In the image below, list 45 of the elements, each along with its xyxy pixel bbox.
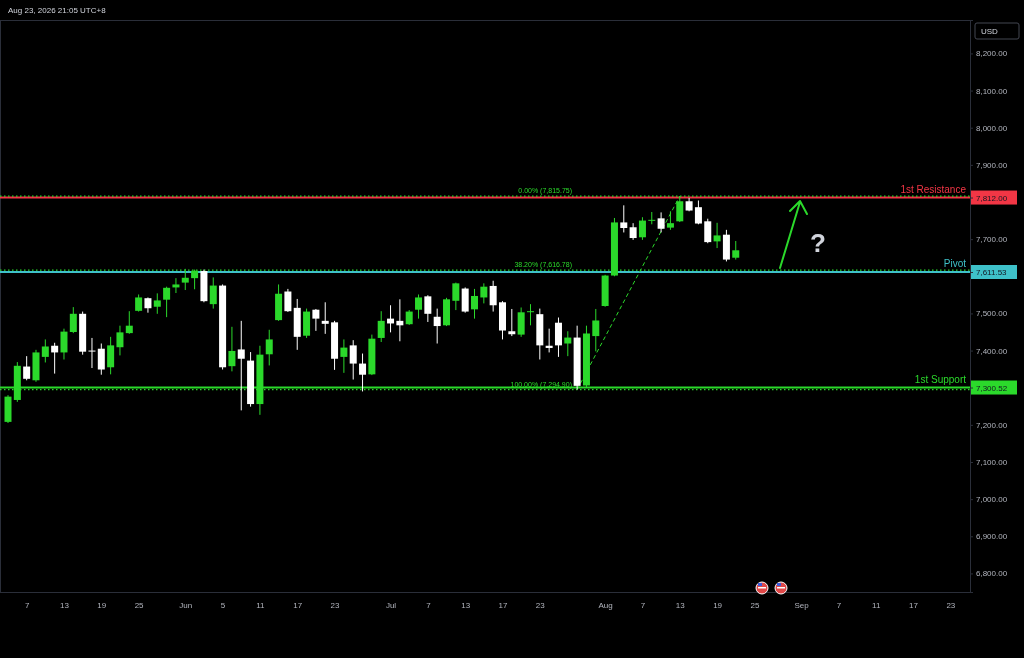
x-tick-label: Sep	[794, 600, 810, 610]
y-tick-label: 7,300.52	[976, 383, 1008, 393]
x-tick-label: 11	[256, 600, 266, 610]
y-tick-label: 7,400.00	[976, 346, 1008, 356]
y-tick-label: 6,900.00	[976, 532, 1008, 542]
x-tick-label: 13	[675, 600, 686, 610]
x-tick-label: 7	[836, 600, 842, 610]
y-tick-label: 7,100.00	[976, 458, 1008, 468]
y-tick-label: 7,700.00	[976, 235, 1008, 245]
x-tick-label: Jul	[385, 600, 397, 610]
x-tick-label: 17	[293, 600, 303, 610]
y-tick-label: 7,611.53	[976, 268, 1008, 278]
x-tick-label: 17	[498, 600, 508, 610]
ref-line-label: Pivot	[943, 258, 967, 269]
x-tick-label: 7	[426, 600, 432, 610]
x-tick-label: 13	[461, 600, 471, 610]
ref-line-label: 1st Support	[914, 373, 967, 385]
y-tick-label: 8,200.00	[976, 49, 1008, 59]
x-tick-label: 23	[946, 600, 956, 610]
y-tick-label: 7,500.00	[976, 309, 1008, 319]
x-tick-label: 19	[713, 600, 723, 610]
y-tick-label: 7,812.00	[976, 193, 1008, 203]
y-tick-label: 8,100.00	[976, 86, 1008, 96]
y-tick-label: 7,200.00	[976, 420, 1008, 430]
x-tick-label: 7	[640, 600, 646, 610]
x-tick-label: 7	[24, 600, 30, 610]
y-tick-label: 7,000.00	[976, 495, 1008, 505]
x-tick-label: 19	[97, 600, 107, 610]
x-tick-label: 25	[134, 600, 145, 610]
x-tick-label: Aug	[598, 600, 613, 610]
x-tick-label: 5	[220, 600, 226, 610]
y-axis-title: USD	[981, 27, 999, 36]
y-tick-label: 7,900.00	[976, 160, 1008, 170]
x-tick-label: 25	[750, 600, 760, 610]
ref-line-label: 1st Resistance	[900, 183, 967, 195]
x-tick-label: 23	[535, 600, 546, 610]
x-tick-label: 17	[909, 600, 919, 610]
chart-title: Aug 23, 2026 21:05 UTC+8	[8, 6, 107, 15]
y-tick-label: 6,800.00	[976, 569, 1008, 579]
annotation: ?	[810, 228, 826, 258]
x-tick-label: 11	[872, 600, 881, 610]
y-tick-label: 8,000.00	[976, 123, 1008, 133]
x-tick-label: 13	[60, 600, 70, 610]
x-tick-label: Jun	[179, 600, 193, 610]
x-tick-label: 23	[330, 600, 341, 610]
